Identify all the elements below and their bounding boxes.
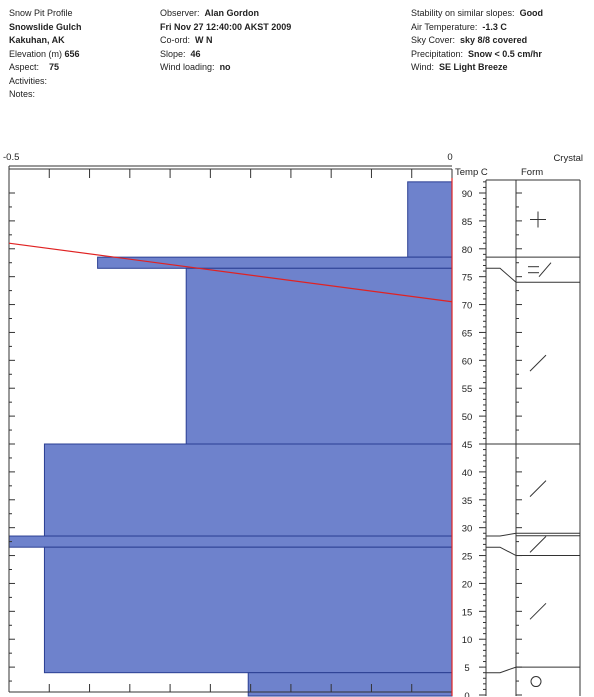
crystal-form-symbol (529, 602, 547, 620)
layer-boundary (486, 546, 580, 557)
temp-tick-label: 45 (462, 440, 473, 451)
air-temp-row: Air Temperature: -1.3 C (411, 21, 507, 32)
temp-tick-label: 10 (462, 635, 473, 646)
temp-axis-label: Temp C (455, 167, 488, 178)
observer-row: Observer: Alan Gordon (160, 8, 260, 18)
crystal-form-symbol (538, 262, 552, 278)
temp-tick-label: 20 (462, 579, 473, 590)
temp-tick-label: 15 (462, 607, 473, 618)
temp-tick-label: 5 (464, 663, 469, 674)
layer-boundary (486, 666, 580, 674)
wind-loading-row: Wind loading: no (160, 62, 231, 72)
stability-row: Stability on similar slopes: Good (411, 8, 544, 18)
temp-tick-label: 60 (462, 356, 473, 367)
header-column-conditions: Stability on similar slopes: Good Air Te… (411, 7, 543, 75)
notes-label: Notes: (9, 89, 36, 99)
temp-tick-label: 50 (462, 412, 473, 423)
temp-tick-label: 35 (462, 496, 473, 507)
hardness-bar (97, 256, 453, 269)
layer-boundary (486, 267, 580, 283)
header-column-pit-info: Snow Pit Profile Snowslide Gulch Kakuhan… (9, 7, 82, 102)
temp-tick-label: 55 (462, 384, 473, 395)
temp-tick-label: 70 (462, 301, 473, 312)
x-axis-min-label: -0.5 (3, 152, 19, 163)
layer-boundary (486, 532, 580, 537)
hardness-bar (43, 443, 453, 537)
temp-tick-label: 85 (462, 217, 473, 228)
crystal-form-symbol (529, 480, 547, 497)
temp-tick-label: 75 (462, 273, 473, 284)
temp-tick-label: 65 (462, 328, 473, 339)
crystal-label-line1: Crystal (553, 153, 583, 164)
hardness-bar (185, 267, 453, 445)
temp-tick-label: 90 (462, 189, 473, 200)
crystal-label-line2: Form (521, 167, 543, 178)
snow-profile-chart: 908580757065605550454035302520151050-0.5… (3, 152, 583, 697)
hardness-bar (247, 672, 453, 697)
crystal-form-symbol (529, 354, 547, 372)
precipitation-row: Precipitation: Snow < 0.5 cm/hr (411, 48, 542, 59)
temperature-profile-line (8, 242, 453, 303)
wind-row: Wind: SE Light Breeze (411, 62, 508, 72)
temp-tick-label: 25 (462, 552, 473, 563)
x-axis-max-label: 0 (447, 152, 452, 163)
location-name: Snowslide Gulch (9, 21, 82, 32)
hardness-bar (43, 546, 453, 674)
activities-label: Activities: (9, 75, 48, 86)
header-column-observation: Observer: Alan Gordon Fri Nov 27 12:40:0… (160, 7, 291, 75)
coord-row: Co-ord: W N (160, 35, 213, 45)
sky-cover-row: Sky Cover: sky 8/8 covered (411, 35, 528, 45)
temp-tick-label: 80 (462, 245, 473, 256)
elevation-row: Elevation (m) 656 (9, 48, 80, 59)
slope-row: Slope: 46 (160, 48, 201, 59)
profile-title: Snow Pit Profile (9, 8, 73, 18)
temp-tick-label: 30 (462, 524, 473, 535)
aspect-row: Aspect: 75 (9, 62, 60, 72)
hardness-bar (407, 181, 453, 258)
crystal-form-symbol (529, 536, 547, 553)
temp-tick-label: 0 (464, 691, 469, 697)
hardness-bar (8, 535, 453, 548)
datetime-row: Fri Nov 27 12:40:00 AKST 2009 (160, 21, 292, 32)
region-name: Kakuhan, AK (9, 35, 65, 45)
crystal-form-symbol (530, 676, 542, 688)
temp-tick-label: 40 (462, 468, 473, 479)
